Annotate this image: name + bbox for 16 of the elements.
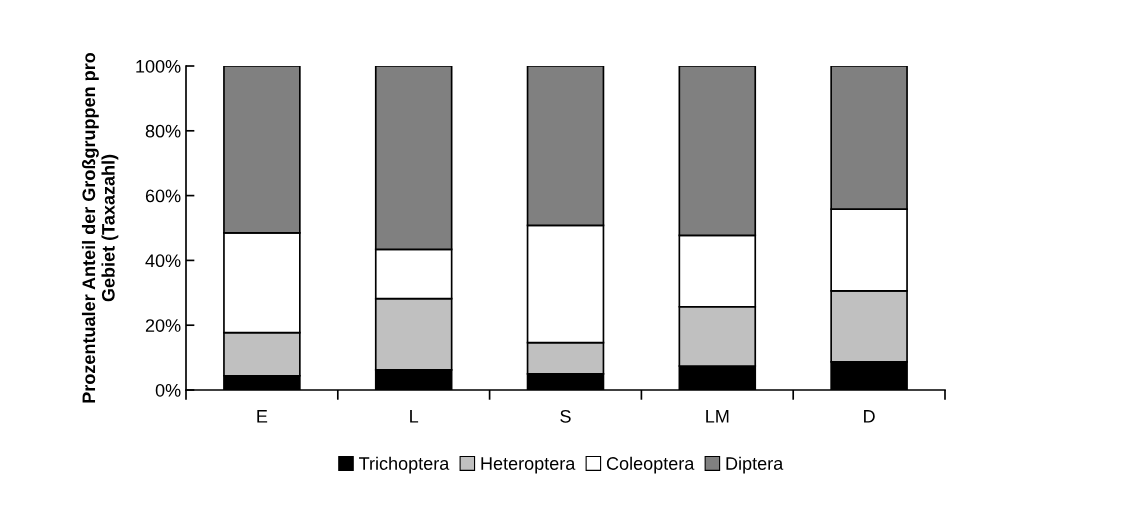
y-tick-label: 40%: [145, 254, 181, 268]
legend-label: Coleoptera: [606, 456, 695, 474]
y-tick-label: 0%: [155, 383, 181, 397]
y-tick-label: 100%: [136, 59, 181, 73]
y-tick-label: 60%: [145, 189, 181, 203]
legend-label: Heteroptera: [481, 457, 576, 474]
x-tick-label: D: [864, 410, 875, 423]
legend-label: Trichoptera: [359, 456, 450, 474]
y-axis-title: Prozentualer Anteil der Großgruppen pro Gebiet (Taxazahl): [81, 52, 119, 403]
y-tick-label: 20%: [145, 319, 181, 332]
x-tick-label: L: [410, 410, 419, 423]
x-tick-label: LM: [706, 410, 729, 423]
y-tick-label: 80%: [145, 124, 181, 138]
legend-label: Diptera: [726, 456, 784, 474]
x-tick-label: E: [257, 410, 268, 423]
x-tick-label: S: [560, 409, 571, 423]
